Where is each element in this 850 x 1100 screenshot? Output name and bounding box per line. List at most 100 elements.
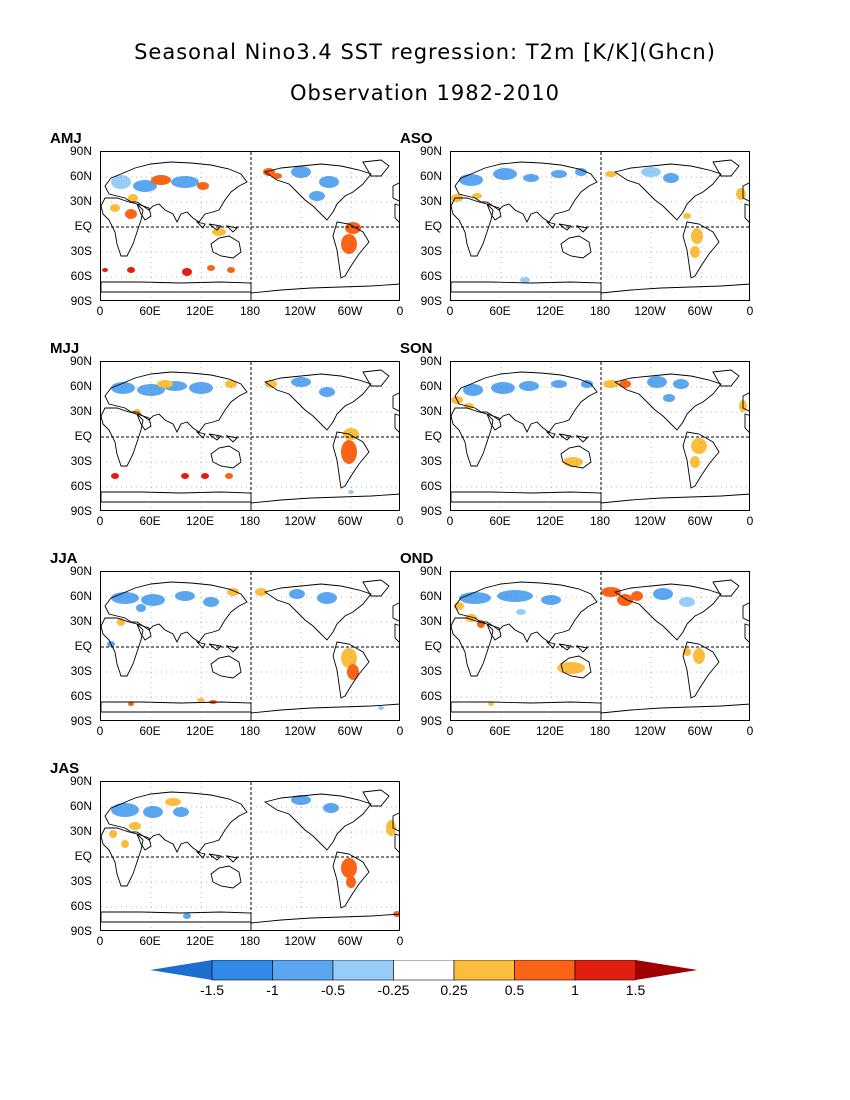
lon-tick-label: 60W — [337, 934, 363, 948]
colorbar-label: -0.25 — [377, 982, 410, 998]
anomaly-shading — [690, 246, 700, 258]
panel-label: OND — [400, 550, 434, 567]
anomaly-shading — [309, 191, 325, 201]
coastline — [263, 793, 372, 851]
colorbar-segment — [393, 959, 455, 981]
anomaly-shading — [111, 592, 139, 604]
coastline — [600, 493, 749, 510]
coastline — [136, 413, 152, 431]
anomaly-shading — [691, 438, 707, 454]
map-panel-amj: AMJ 90N 60N 30N EQ 30S 60S 90S 0 60E 120E 180 120W 60… — [50, 130, 403, 330]
lat-tick-label: 30S — [420, 454, 442, 468]
coastline — [250, 283, 399, 300]
lat-tick-label: EQ — [424, 219, 442, 233]
lat-tick-label: 90N — [69, 144, 92, 158]
lat-tick-label: EQ — [74, 849, 92, 863]
coastline — [558, 433, 572, 441]
lat-tick-label: 30N — [69, 614, 92, 628]
coastline — [136, 203, 152, 221]
colorbar-label: 0.25 — [440, 982, 468, 998]
panel-label: MJJ — [50, 340, 80, 357]
map-plot-area — [450, 361, 750, 511]
lon-tick-label: 120E — [185, 514, 215, 528]
lon-tick-label: 120E — [535, 724, 565, 738]
colorbar-label: -1 — [266, 982, 279, 998]
lat-tick-label: 30N — [69, 824, 92, 838]
lat-tick-label: 30N — [419, 614, 442, 628]
figure-title: Seasonal Nino3.4 SST regression: T2m [K/… — [134, 40, 716, 64]
anomaly-shading — [341, 648, 357, 668]
coastline — [208, 433, 222, 441]
anomaly-shading — [341, 440, 357, 464]
anomaly-shading — [225, 473, 233, 479]
world-map — [451, 572, 749, 720]
coastline — [332, 851, 370, 909]
lon-tick-label: 0 — [746, 514, 754, 528]
lon-tick-label: 0 — [746, 304, 754, 318]
map-plot-area — [100, 361, 400, 511]
coastline — [454, 581, 598, 644]
anomaly-shading — [317, 592, 337, 604]
anomaly-shading — [129, 822, 141, 830]
coastline — [394, 203, 399, 223]
anomaly-shading — [679, 597, 695, 607]
coastline — [682, 221, 720, 279]
lat-tick-label: 90N — [419, 564, 442, 578]
anomaly-shading — [523, 174, 539, 182]
lon-tick-label: 120W — [634, 514, 666, 528]
lat-tick-label: 90S — [70, 924, 92, 938]
anomaly-shading — [151, 175, 171, 185]
coastline — [451, 407, 494, 467]
coastline — [486, 203, 502, 221]
coastline — [101, 491, 252, 503]
anomaly-shading — [605, 171, 617, 177]
anomaly-shading — [203, 597, 219, 607]
lat-tick-label: 60N — [419, 379, 442, 393]
coastline — [613, 583, 722, 641]
world-map — [451, 152, 749, 300]
colorbar-segment — [574, 959, 636, 981]
lon-tick-label: 60E — [489, 724, 511, 738]
anomaly-shading — [581, 380, 593, 388]
lon-tick-label: 0 — [96, 724, 104, 738]
lat-tick-label: 90S — [70, 504, 92, 518]
anomaly-shading — [121, 840, 129, 848]
lon-tick-label: 180 — [239, 304, 261, 318]
lat-tick-label: 90N — [419, 144, 442, 158]
anomaly-shading — [663, 394, 675, 402]
coastline — [332, 641, 370, 699]
anomaly-shading — [109, 830, 117, 838]
lat-tick-label: EQ — [74, 219, 92, 233]
coastline — [263, 163, 372, 221]
coastline — [451, 491, 602, 503]
lat-tick-label: 30S — [70, 664, 92, 678]
anomaly-shading — [136, 604, 146, 612]
lat-tick-label: 30S — [420, 664, 442, 678]
anomaly-shading — [459, 174, 483, 186]
lat-tick-label: EQ — [74, 639, 92, 653]
colorbar-label: 1.5 — [625, 982, 646, 998]
anomaly-shading — [459, 592, 491, 604]
colorbar-segment — [272, 959, 334, 981]
lon-tick-label: 0 — [446, 304, 454, 318]
lon-tick-label: 0 — [96, 514, 104, 528]
lat-tick-label: 90N — [69, 354, 92, 368]
coastline — [250, 913, 399, 930]
lat-tick-label: 90S — [420, 714, 442, 728]
coastline — [392, 812, 399, 832]
lat-tick-label: 30S — [420, 244, 442, 258]
lat-tick-label: 60S — [70, 269, 92, 283]
lon-tick-label: 180 — [239, 934, 261, 948]
panel-label: SON — [400, 340, 433, 357]
anomaly-shading — [265, 380, 277, 388]
anomaly-shading — [341, 858, 357, 878]
lon-tick-label: 60E — [489, 304, 511, 318]
coastline — [600, 703, 749, 720]
coastline — [263, 373, 372, 431]
anomaly-shading — [143, 806, 163, 818]
world-map — [451, 362, 749, 510]
map-panel-jas: JAS 90N 60N 30N EQ 30S 60S 90S 0 60E 120E 180 120W 60… — [50, 760, 403, 960]
map-plot-area — [450, 571, 750, 721]
colorbar-label: -1.5 — [199, 982, 225, 998]
lat-tick-label: 30S — [70, 454, 92, 468]
